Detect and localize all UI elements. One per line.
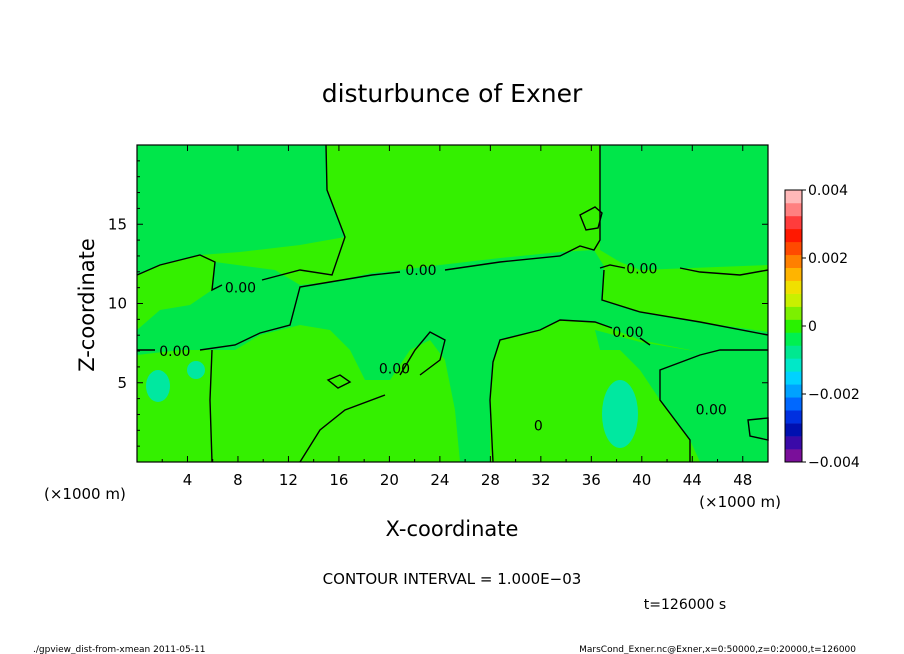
contour-upper-left <box>136 144 346 292</box>
footer-left-text: ./gpview_dist-from-xmean 2011-05-11 <box>33 645 205 654</box>
contour-label: 0.00 <box>379 361 410 377</box>
colorbar-label: 0.004 <box>808 183 848 199</box>
colorbar-swatch <box>785 280 802 294</box>
blob-left-x1 <box>146 370 170 402</box>
colorbar: 0.004 0.002 0 −0.002 −0.004 <box>784 183 860 471</box>
upper-negative-region <box>137 145 345 462</box>
colorbar-swatch <box>785 293 802 307</box>
contour-label: 0.00 <box>626 262 657 278</box>
right-lower-negative-region <box>595 330 768 462</box>
colorbar-swatch <box>785 332 802 346</box>
colorbar-swatch <box>785 241 802 256</box>
x-tick-label: 24 <box>430 471 449 489</box>
upper-right-negative-region <box>600 145 768 270</box>
y-tick-label: 15 <box>108 215 127 233</box>
colorbar-swatch <box>785 345 802 359</box>
contour-label: 0.00 <box>159 344 190 360</box>
x-tick-label: 4 <box>183 471 193 489</box>
colorbar-swatch <box>785 319 802 333</box>
x-tick-label: 44 <box>683 471 702 489</box>
chart-title: disturbunce of Exner <box>322 79 583 108</box>
contour-label: 0.00 <box>696 403 727 419</box>
colorbar-swatch <box>785 190 802 204</box>
contour-interval-text: CONTOUR INTERVAL = 1.000E−03 <box>323 570 582 588</box>
contour-label-group: 0.00 0.00 0.00 0.00 0.00 0.00 0.00 0 <box>159 262 727 435</box>
colorbar-swatch <box>785 384 802 398</box>
y-tick-label: 5 <box>117 374 127 392</box>
contour-right-mid <box>599 264 769 336</box>
contour-upper-mid <box>137 145 601 351</box>
weak-negative-blobs <box>146 361 638 448</box>
x-tick-label: 12 <box>279 471 298 489</box>
x-tick-label: 32 <box>531 471 550 489</box>
contour-center-right <box>489 319 768 463</box>
contour-label: 0.00 <box>225 281 256 297</box>
x-tick-label: 20 <box>380 471 399 489</box>
colorbar-swatch <box>785 436 802 450</box>
x-tick-label: 16 <box>329 471 348 489</box>
plot-area: 0.000.00 0.000.000.000.000.000 4 8 12 16 20 24… <box>108 144 769 489</box>
colorbar-swatch <box>785 358 802 372</box>
y-tick-label: 10 <box>108 295 127 313</box>
colorbar-swatch <box>785 449 802 463</box>
x-unit-label-right: (×1000 m) <box>699 493 781 511</box>
x-unit-label-left: (×1000 m) <box>44 485 126 503</box>
colorbar-swatch <box>785 254 802 269</box>
colorbar-swatch <box>785 423 802 437</box>
y-axis-label: Z-coordinate <box>75 238 99 372</box>
colorbar-swatch <box>785 267 802 281</box>
colorbar-swatch <box>785 228 802 243</box>
footer-right-text: MarsCond_Exner.nc@Exner,x=0:50000,z=0:20… <box>579 645 856 654</box>
contour-center <box>209 331 446 463</box>
colorbar-swatch <box>785 202 802 217</box>
x-tick-label: 40 <box>632 471 651 489</box>
colorbar-swatch <box>785 215 802 230</box>
x-tick-label: 8 <box>233 471 243 489</box>
colorbar-swatch <box>785 306 802 320</box>
colorbar-swatch <box>785 397 802 411</box>
colorbar-label: −0.004 <box>808 455 860 471</box>
colorbar-label: −0.002 <box>808 387 860 403</box>
x-tick-label: 36 <box>582 471 601 489</box>
x-axis-label: X-coordinate <box>386 517 519 541</box>
time-text: t=126000 s <box>644 597 726 613</box>
colorbar-swatch <box>785 410 802 424</box>
x-tick-label: 28 <box>481 471 500 489</box>
colorbar-label: 0 <box>808 319 817 335</box>
x-axis-ticks: 4 8 12 16 20 24 28 32 36 40 44 48 <box>161 145 752 489</box>
contour-label: 0 <box>534 419 543 435</box>
contour-blob-x16 <box>326 374 352 389</box>
contour-blob-upper-right <box>579 206 603 231</box>
blob-left-x4 <box>187 361 205 379</box>
blob-low-x38 <box>602 380 638 448</box>
colorbar-swatch <box>785 371 802 385</box>
contour-lines <box>136 144 769 463</box>
y-axis-ticks: 5 10 15 <box>108 160 768 447</box>
x-tick-label: 48 <box>733 471 752 489</box>
contour-label: 0.00 <box>405 263 436 279</box>
contour-label: 0.00 <box>612 325 643 341</box>
colorbar-label: 0.002 <box>808 251 848 267</box>
